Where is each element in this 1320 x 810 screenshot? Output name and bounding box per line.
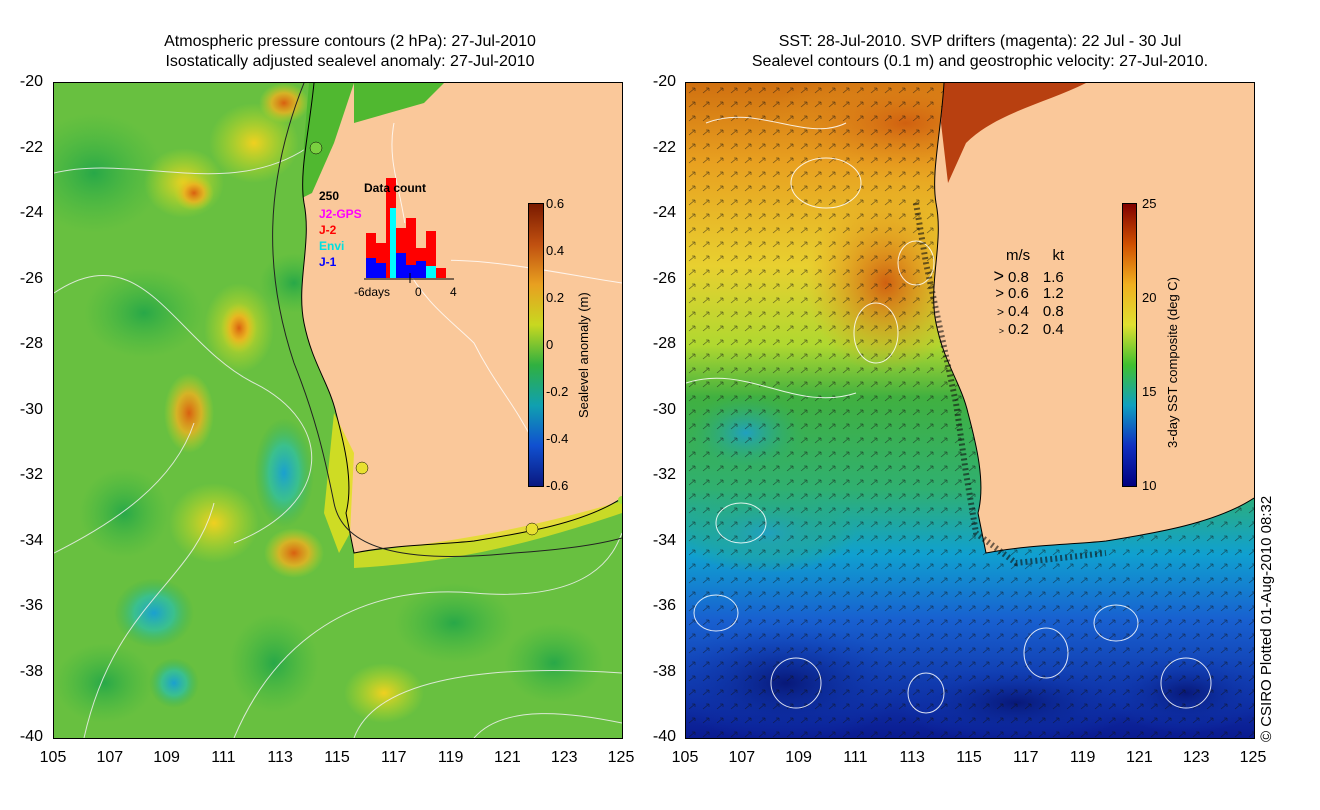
left-lon-tick: 125 <box>607 749 635 766</box>
left-lon-tick: 107 <box>96 749 124 766</box>
inset-x-label-end: 4 <box>450 285 457 299</box>
inset-mission-envi: Envi <box>319 239 345 253</box>
sealevel-colorbar-tick: 0.6 <box>546 196 565 211</box>
speed-legend-kt: 0.4 <box>1042 321 1064 338</box>
right-title-line2: Sealevel contours (0.1 m) and geostrophi… <box>751 53 1209 70</box>
right-lon-tick: 105 <box>671 749 699 766</box>
speed-legend-row: >0.8 1.6 <box>986 266 1064 287</box>
sealevel-colorbar-tick: 0.2 <box>546 290 565 305</box>
inset-x-label-zero: 0 <box>415 285 422 299</box>
speed-legend-kt: 0.8 <box>1042 303 1064 320</box>
right-lat-tick: -36 <box>652 597 676 614</box>
inset-title: Data count <box>364 181 427 195</box>
sealevel-colorbar-tick: -0.6 <box>546 478 569 493</box>
right-lat-tick: -38 <box>652 662 676 680</box>
right-title-line1: SST: 28-Jul-2010. SVP drifters (magenta)… <box>778 33 1182 50</box>
speed-legend-row: >0.2 0.4 <box>986 321 1064 340</box>
left-lon-tick: 111 <box>211 749 236 766</box>
left-lon-tick: 123 <box>550 749 578 766</box>
left-lat-tick: -32 <box>19 466 43 483</box>
sealevel-colorbar-tick: -0.4 <box>546 431 569 446</box>
left-lat-tick: -36 <box>19 597 43 614</box>
right-lon-tick: 107 <box>728 749 756 766</box>
inset-mission-j2gps: J2-GPS <box>319 207 362 221</box>
left-lon-tick: 109 <box>153 749 180 766</box>
sealevel-colorbar <box>528 203 544 487</box>
speed-legend-ms-header: m/s <box>1006 247 1031 264</box>
speed-legend-row: >0.4 0.8 <box>986 303 1064 321</box>
left-lat-tick: -22 <box>19 138 43 156</box>
speed-legend-kt: 1.6 <box>1042 269 1064 286</box>
speed-legend-header: m/s kt <box>1006 247 1064 265</box>
plot-credit: © CSIRO Plotted 01-Aug-2010 08:32 <box>1258 495 1275 742</box>
right-lat-tick: -26 <box>652 269 676 287</box>
left-lon-tick: 117 <box>381 749 407 766</box>
inset-mission-j1: J-1 <box>319 255 337 269</box>
inset-mission-j2: J-2 <box>319 223 337 237</box>
left-lat-tick: -24 <box>19 204 43 221</box>
right-lat-tick: -20 <box>652 73 676 90</box>
sst-colorbar-tick: 15 <box>1142 384 1157 399</box>
left-lon-tick: 113 <box>267 749 293 766</box>
right-lon-tick: 125 <box>1239 749 1267 766</box>
right-lon-tick: 123 <box>1182 749 1210 766</box>
right-lon-tick: 117 <box>1013 749 1039 766</box>
right-lon-tick: 119 <box>1069 749 1096 766</box>
sealevel-anomaly-map-graphic <box>54 83 622 738</box>
left-lat-tick: -34 <box>19 531 43 549</box>
left-lat-tick: -30 <box>19 400 43 418</box>
right-lon-tick: 109 <box>785 749 812 766</box>
sealevel-anomaly-map: 250 Data count J2-GPS J-2 Envi J-1 -6day… <box>53 82 623 739</box>
sst-colorbar-label: 3-day SST composite (deg C) <box>1165 277 1180 448</box>
left-lon-tick: 121 <box>494 749 521 766</box>
left-lat-tick: -38 <box>19 662 43 680</box>
right-lon-tick: 115 <box>956 749 982 766</box>
left-title-line2: Isostatically adjusted sealevel anomaly:… <box>165 53 535 70</box>
right-lat-tick: -22 <box>652 138 676 156</box>
speed-legend-kt: 1.2 <box>1042 285 1064 302</box>
sst-colorbar-tick: 25 <box>1142 196 1157 211</box>
speed-arrow-icon: > <box>998 326 1004 336</box>
speed-legend-ms: 0.2 <box>1008 321 1029 338</box>
left-lon-tick: 119 <box>437 749 464 766</box>
left-lon-tick: 115 <box>324 749 350 766</box>
sealevel-colorbar-tick: 0.4 <box>546 243 565 258</box>
speed-arrow-icon: > <box>995 285 1004 302</box>
sst-colorbar-tick: 20 <box>1142 290 1157 305</box>
speed-legend-ms: 0.6 <box>1008 285 1029 302</box>
right-map-title: SST: 28-Jul-2010. SVP drifters (magenta)… <box>660 32 1300 72</box>
left-lat-tick: -26 <box>19 269 43 287</box>
right-lon-tick: 113 <box>899 749 925 766</box>
inset-y-label: 250 <box>319 189 340 203</box>
right-lat-tick: -32 <box>652 466 676 483</box>
left-lat-tick: -28 <box>19 335 43 352</box>
sst-colorbar-tick: 10 <box>1142 478 1157 493</box>
speed-legend-kt-header: kt <box>1052 247 1065 264</box>
sealevel-colorbar-tick: 0 <box>546 337 554 352</box>
right-lat-tick: -30 <box>652 400 676 418</box>
left-lon-tick: 105 <box>39 749 67 766</box>
sst-map-graphic <box>686 83 1254 738</box>
left-lat-tick: -40 <box>19 728 43 745</box>
sst-colorbar <box>1122 203 1137 487</box>
sealevel-colorbar-tick: -0.2 <box>546 384 569 399</box>
speed-legend-ms: 0.8 <box>1008 269 1029 286</box>
left-lat-tick: -20 <box>19 73 43 90</box>
speed-legend-row: >0.6 1.2 <box>986 285 1064 303</box>
sealevel-colorbar-label: Sealevel anomaly (m) <box>576 292 591 418</box>
right-lat-tick: -24 <box>652 204 676 221</box>
data-count-histogram <box>364 178 454 283</box>
speed-legend-ms: 0.4 <box>1008 303 1029 320</box>
speed-arrow-icon: > <box>996 305 1004 319</box>
sst-map: m/s kt >0.8 1.6 >0.6 1.2 >0.4 0.8 >0.2 0.4 <box>685 82 1255 739</box>
right-lat-tick: -28 <box>652 335 676 352</box>
right-lon-tick: 121 <box>1126 749 1153 766</box>
left-map-title: Atmospheric pressure contours (2 hPa): 2… <box>80 32 620 72</box>
speed-arrow-icon: > <box>993 266 1004 286</box>
right-lat-tick: -34 <box>652 531 676 549</box>
left-title-line1: Atmospheric pressure contours (2 hPa): 2… <box>164 33 536 50</box>
right-lon-tick: 111 <box>843 749 868 766</box>
right-lat-tick: -40 <box>652 728 676 745</box>
inset-x-label-start: -6days <box>354 285 391 299</box>
